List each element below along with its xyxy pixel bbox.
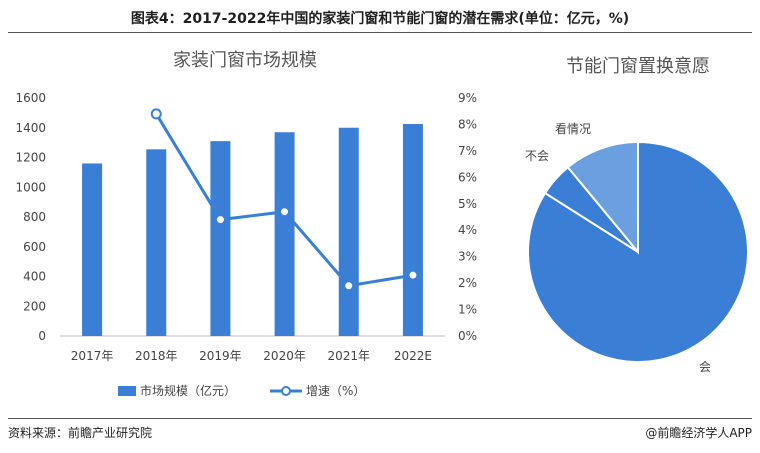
pie-slice-label: 不会 bbox=[525, 149, 549, 163]
x-tick-label: 2018年 bbox=[135, 349, 178, 363]
legend-bar-label: 市场规模（亿元） bbox=[140, 383, 236, 398]
x-tick-label: 2022E bbox=[394, 349, 432, 363]
growth-line-series bbox=[150, 108, 419, 292]
brand-credit: @前瞻经济学人APP bbox=[645, 426, 752, 440]
x-tick-label: 2019年 bbox=[199, 349, 242, 363]
bar bbox=[338, 127, 359, 336]
right-tick-label: 9% bbox=[458, 91, 477, 105]
pie-slice-label: 看情况 bbox=[555, 122, 591, 136]
right-tick-label: 7% bbox=[458, 144, 477, 158]
legend-bar-swatch bbox=[118, 386, 136, 396]
x-tick-label: 2020年 bbox=[263, 349, 306, 363]
left-tick-label: 1000 bbox=[15, 180, 46, 194]
left-tick-label: 1200 bbox=[15, 151, 46, 165]
x-tick-label: 2017年 bbox=[71, 349, 114, 363]
right-tick-label: 8% bbox=[458, 117, 477, 131]
left-tick-label: 800 bbox=[23, 210, 46, 224]
bar-chart-title: 家装门窗市场规模 bbox=[173, 50, 317, 71]
bar bbox=[146, 149, 167, 336]
right-tick-label: 0% bbox=[458, 329, 477, 343]
growth-point bbox=[407, 269, 419, 281]
pie-chart-title: 节能门窗置换意愿 bbox=[566, 56, 710, 77]
figure-title: 图表4：2017-2022年中国的家装门窗和节能门窗的潜在需求(单位：亿元，%) bbox=[130, 11, 630, 27]
left-tick-label: 600 bbox=[23, 240, 46, 254]
right-tick-label: 5% bbox=[458, 197, 477, 211]
x-tick-label: 2021年 bbox=[327, 349, 370, 363]
legend-line-label: 增速（%） bbox=[306, 384, 365, 398]
legend: 市场规模（亿元） 增速（%） bbox=[118, 383, 365, 398]
legend-line-marker bbox=[281, 386, 291, 396]
left-tick-label: 1600 bbox=[15, 91, 46, 105]
growth-point bbox=[279, 206, 291, 218]
bar bbox=[274, 132, 295, 336]
growth-point bbox=[343, 280, 355, 292]
right-tick-label: 1% bbox=[458, 303, 477, 317]
bars bbox=[82, 124, 423, 336]
left-tick-label: 400 bbox=[23, 270, 46, 284]
right-tick-label: 6% bbox=[458, 170, 477, 184]
right-tick-label: 4% bbox=[458, 223, 477, 237]
left-tick-label: 0 bbox=[38, 329, 46, 343]
right-axis-ticks: 0% 1% 2% 3% 4% 5% 6% 7% 8% 9% bbox=[458, 91, 477, 343]
growth-point bbox=[150, 108, 162, 120]
bar bbox=[402, 124, 423, 336]
x-axis-ticks: 2017年 2018年 2019年 2020年 2021年 2022E bbox=[71, 349, 432, 363]
top-rule bbox=[8, 32, 752, 33]
left-axis-ticks: 0 200 400 600 800 1000 1200 1400 1600 bbox=[15, 91, 46, 343]
pie-slice-label: 会 bbox=[699, 360, 711, 374]
source-note: 资料来源：前瞻产业研究院 bbox=[8, 426, 153, 440]
right-tick-label: 2% bbox=[458, 276, 477, 290]
bar bbox=[210, 141, 231, 336]
growth-point bbox=[214, 214, 226, 226]
bottom-rule bbox=[8, 418, 752, 419]
right-tick-label: 3% bbox=[458, 250, 477, 264]
left-tick-label: 200 bbox=[23, 299, 46, 313]
bar-line-chart: 家装门窗市场规模 0 200 400 600 800 1000 1200 1400 1600 0… bbox=[15, 50, 477, 398]
bar bbox=[82, 163, 103, 336]
pie-slices bbox=[527, 140, 749, 363]
left-tick-label: 1400 bbox=[15, 121, 46, 135]
pie-slice bbox=[566, 140, 639, 255]
